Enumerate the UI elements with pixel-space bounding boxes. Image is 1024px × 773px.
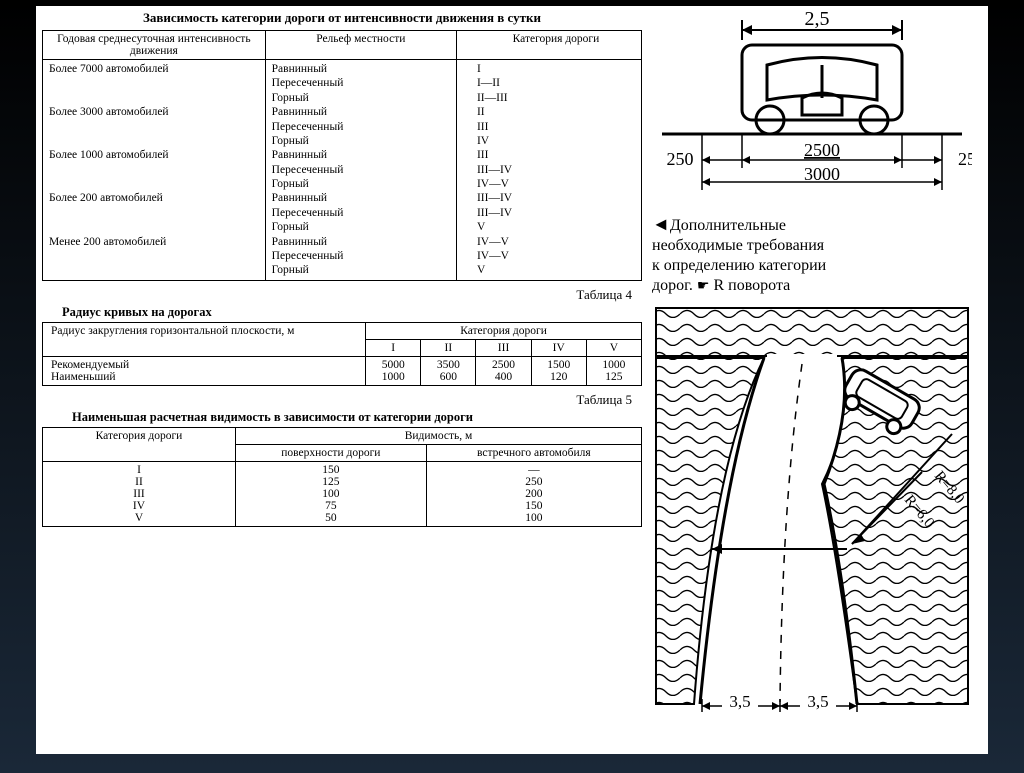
t1-header-traffic: Годовая среднесуточная интенсивность дви… <box>43 31 266 60</box>
dim-3000: 3000 <box>804 164 840 184</box>
t2-val-col0: 50001000 <box>366 356 421 385</box>
t2-colgroup: Категория дороги <box>366 322 642 339</box>
t2-rowheader: Радиус закругления горизонтальной плоско… <box>43 322 366 356</box>
label-table5: Таблица 5 <box>42 392 632 408</box>
t2-val-col1: 3500600 <box>421 356 476 385</box>
dim-2500: 2500 <box>804 140 840 160</box>
label-table4: Таблица 4 <box>42 287 632 303</box>
caption-arrow-icon: ◄ <box>652 214 670 234</box>
t3-col-category: Категория дороги <box>43 427 236 461</box>
t2-rowlabels: РекомендуемыйНаименьший <box>43 356 366 385</box>
caption-line4: дорог. <box>652 277 693 294</box>
t2-val-col3: 1500120 <box>531 356 586 385</box>
diagram-caption: ◄◄ДополнительныеДополнительные необходим… <box>652 213 972 296</box>
t1-header-relief: Рельеф местности <box>265 31 456 60</box>
subtitle-radius: Радиус кривых на дорогах <box>62 305 642 320</box>
dim-35-left: 3,5 <box>729 692 750 711</box>
t2-val-col2: 2500400 <box>476 356 531 385</box>
t3-v2: —250200150100 <box>426 461 641 526</box>
diagram-turn-radius: R=8,0 R=6,0 3,5 3,5 <box>652 304 972 714</box>
t1-header-category: Категория дороги <box>456 31 641 60</box>
hand-icon: ☛ <box>697 279 710 294</box>
subtitle-visibility: Наименьшая расчетная видимость в зависим… <box>72 410 642 425</box>
t1-category-cells: II—IIII—IIIIIIIIIVIIIIII—IVIV—VIII—IVIII… <box>456 60 641 281</box>
dim-35-right: 3,5 <box>807 692 828 711</box>
t1-relief-cells: РавнинныйПересеченныйГорныйРавнинныйПере… <box>265 60 456 281</box>
t2-cat-V: V <box>586 339 641 356</box>
t3-v1: 1501251007550 <box>236 461 427 526</box>
diagram-lane-width: 2,5 <box>652 10 972 200</box>
t2-cat-I: I <box>366 339 421 356</box>
t3-sub1: поверхности дороги <box>236 444 427 461</box>
main-title: Зависимость категории дороги от интенсив… <box>42 10 642 26</box>
table-road-category-by-intensity: Годовая среднесуточная интенсивность дви… <box>42 30 642 281</box>
t2-cat-IV: IV <box>531 339 586 356</box>
dim-250-left: 250 <box>667 149 694 169</box>
t3-colgroup: Видимость, м <box>236 427 642 444</box>
t3-cats: IIIIIIIVV <box>43 461 236 526</box>
dim-top: 2,5 <box>805 10 830 30</box>
table-curve-radius: Радиус закругления горизонтальной плоско… <box>42 322 642 386</box>
t3-sub2: встречного автомобиля <box>426 444 641 461</box>
t2-cat-II: II <box>421 339 476 356</box>
caption-line2: необходимые требования <box>652 237 824 254</box>
caption-line3: к определению категории <box>652 257 826 274</box>
table-visibility: Категория дороги Видимость, м поверхност… <box>42 427 642 527</box>
caption-r: R поворота <box>713 277 790 294</box>
t2-cat-III: III <box>476 339 531 356</box>
t1-traffic-cells: Более 7000 автомобилей Более 3000 автомо… <box>43 60 266 281</box>
t2-val-col4: 1000125 <box>586 356 641 385</box>
dim-250-right: 250 <box>958 149 972 169</box>
